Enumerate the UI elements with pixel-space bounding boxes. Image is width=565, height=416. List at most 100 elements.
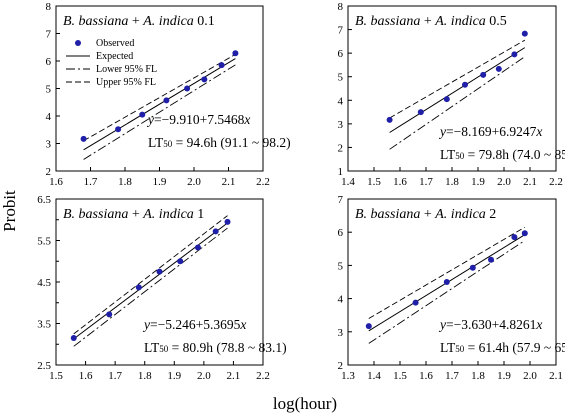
legend-marker-observed [75,40,81,46]
y-tick-label: 4.5 [37,277,51,289]
panel-1: 1.6 1.7 1.8 1.9 2.0 2.1 2.2 2 3 4 5 6 7 8 B. bassiana … [46,1,291,188]
x-tick-label: 1.6 [79,370,93,382]
y-tick-label: 2 [46,166,52,178]
regression-equation: y=−5.246+5.3695x [142,317,246,332]
y-tick-label: 5.5 [37,236,51,248]
x-tick-label: 1.6 [49,176,63,188]
y-tick-label: 6 [338,48,344,60]
lower-fl-line [73,227,228,347]
y-tick-label: 4 [338,95,344,107]
observed-point [417,109,424,116]
x-tick-label: 2.0 [187,176,201,188]
panel-title: B. bassiana + A. indica 2 [355,207,496,222]
y-tick-label: 4 [46,111,52,123]
equation-part: =−8.169+6.9247 [446,124,537,139]
observed-point [412,299,419,306]
y-tick-label: 5 [46,84,52,96]
x-tick-label: 1.9 [497,370,511,382]
title-part: A. indica [142,14,194,29]
equation-var: y [438,317,446,332]
panel-title: B. bassiana + A. indica 0.5 [355,14,507,29]
x-tick-label: 1.7 [108,370,122,382]
equation-var: x [239,317,246,332]
title-part: 0.5 [486,14,507,29]
title-part: A. indica [434,14,486,29]
title-part: 2 [486,207,497,222]
legend-entry: Observed [96,38,134,49]
panel-2: 1.4 1.5 1.6 1.7 1.8 1.9 2.0 2.1 2.2 1 2 3 4 5 6 7 8 B. ba… [338,1,565,188]
x-tick-label: 1.5 [393,370,407,382]
regression-equation: y=−3.630+4.8261x [438,317,542,332]
regression-equation: y=−8.169+6.9247x [438,124,542,139]
observed-point [521,30,528,37]
x-tick-label: 1.9 [153,176,167,188]
panel-title: B. bassiana + A. indica 1 [63,207,204,222]
x-tick-label: 1.7 [445,370,459,382]
lower-fl-line [368,240,526,344]
upper-fl-line [83,54,236,142]
observed-point [495,65,502,72]
expected-line [73,222,228,340]
x-tick-label: 1.5 [367,176,381,188]
title-part: B. bassiana [63,207,128,222]
observed-point [511,234,518,241]
y-tick-label: 7 [46,29,52,41]
x-tick-label: 2.0 [197,370,211,382]
legend-entry: Lower 95% FL [96,64,157,75]
x-tick-label: 1.3 [341,370,355,382]
title-part: B. bassiana [355,207,420,222]
observed-point [511,51,518,58]
y-tick-label: 6.5 [37,194,51,206]
equation-part: =−9.910+7.5468 [154,112,245,127]
expected-line [389,47,526,133]
y-tick-label: 3.5 [37,319,51,331]
equation-part: =−3.630+4.8261 [446,317,536,332]
observed-point [469,264,476,271]
observed-point [480,71,487,78]
x-tick-label: 2.0 [497,176,511,188]
title-part: + [128,14,143,29]
observed-point [194,244,201,251]
equation-part: =−5.246+5.3695 [150,317,241,332]
panel-3: 1.5 1.6 1.7 1.8 1.9 2.0 2.1 2.2 2.5 3.5 4.5 5.5 6.5 B… [37,194,286,382]
observed-point [224,218,231,225]
observed-point [115,126,122,133]
x-tick-label: 1.7 [419,176,433,188]
lt50-prefix: LT [144,340,160,355]
observed-point [177,258,184,265]
lower-fl-line [83,64,236,160]
title-part: 0.1 [194,14,215,29]
x-tick-label: 2.2 [256,370,270,382]
lt50-subscript: 50 [455,151,465,161]
y-tick-label: 3 [46,139,52,151]
x-tick-label: 2.0 [523,370,537,382]
observed-point [80,135,87,142]
x-tick-label: 1.6 [393,176,407,188]
lt50-value: = 80.9h (78.8 ~ 83.1) [168,340,286,355]
observed-point [462,81,468,88]
title-part: 1 [194,207,205,222]
observed-point [163,97,170,104]
observed-point [106,311,113,318]
panel-4: 1.3 1.4 1.5 1.6 1.7 1.8 1.9 2.0 2.1 2 3 4 5 6 7 B. bass… [338,194,565,382]
y-tick-label: 1 [338,166,344,178]
title-part: + [420,14,435,29]
x-tick-label: 2.1 [549,370,563,382]
upper-fl-line [389,39,526,119]
x-tick-label: 2.1 [227,370,241,382]
x-tick-label: 1.8 [445,176,459,188]
y-tick-label: 2 [338,142,344,154]
observed-point [135,284,142,291]
lt50-text: LT50 = 79.8h (74.0 ~ 85.9) [440,147,565,162]
lt50-prefix: LT [440,340,456,355]
legend-entry: Expected [96,51,133,62]
lt50-prefix: LT [148,135,164,150]
regression-equation: y=−9.910+7.5468x [146,112,250,127]
panel-title: B. bassiana + A. indica 0.1 [63,14,215,29]
x-tick-label: 2.1 [222,176,236,188]
equation-var: y [438,124,446,139]
x-tick-label: 1.4 [367,370,381,382]
observed-point [156,268,163,275]
y-tick-label: 7 [338,194,344,206]
lt50-subscript: 50 [159,344,169,354]
